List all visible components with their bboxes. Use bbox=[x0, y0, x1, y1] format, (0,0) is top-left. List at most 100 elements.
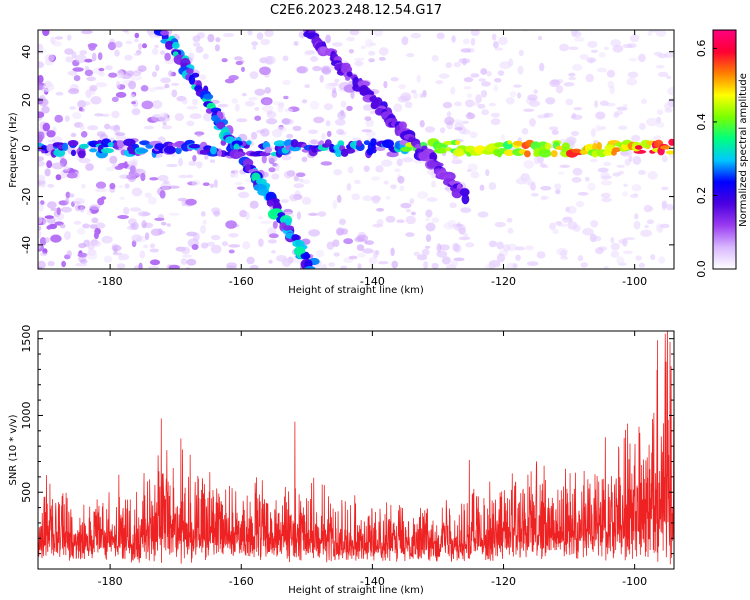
spectrogram-blob bbox=[271, 250, 276, 254]
spectrogram-blob bbox=[499, 61, 512, 70]
spectrogram-blob bbox=[207, 33, 215, 43]
spectrogram-blob bbox=[431, 262, 439, 269]
spectrogram-blob bbox=[286, 133, 294, 139]
spectrogram-blob bbox=[152, 71, 157, 78]
spectrogram-blob bbox=[79, 123, 85, 131]
spectrogram-blob bbox=[143, 244, 149, 249]
spectrogram-blob bbox=[301, 156, 308, 163]
spectrogram-blob bbox=[328, 65, 335, 71]
spectrogram-blob bbox=[268, 155, 278, 163]
spectrogram-blob bbox=[378, 47, 389, 56]
spectrogram-blob bbox=[123, 138, 136, 147]
spectrogram-blob bbox=[47, 184, 55, 188]
spectrogram-blob bbox=[118, 184, 123, 189]
spectrogram-blob bbox=[647, 171, 658, 180]
colorbar: 0.0 0.2 0.4 0.6 Normalized spectral amplitu… bbox=[695, 29, 749, 278]
spectrogram-blob bbox=[226, 262, 238, 269]
spectrogram-blob bbox=[565, 98, 574, 106]
spectrogram-blob bbox=[644, 224, 649, 229]
spectrogram-blob bbox=[160, 50, 166, 55]
spectrogram-blob bbox=[429, 152, 438, 162]
spectrogram-blob bbox=[95, 181, 107, 189]
spectrogram-blob bbox=[378, 261, 389, 265]
spectrogram-blob bbox=[70, 132, 77, 138]
spectrogram-blob bbox=[181, 254, 193, 258]
spectrogram-blob bbox=[534, 156, 539, 165]
spectrogram-blob bbox=[463, 232, 469, 240]
spectrogram-blob bbox=[664, 52, 674, 58]
spectrogram-blob bbox=[538, 35, 542, 41]
spectrogram-blob bbox=[453, 148, 465, 157]
colorbar-label: Normalized spectral amplitude bbox=[738, 73, 749, 227]
spectrogram-blob bbox=[272, 220, 278, 229]
spectrogram-y-axis-label: Frequency (Hz) bbox=[8, 112, 19, 188]
spectrogram-blob bbox=[655, 30, 667, 37]
spectrogram-blob bbox=[312, 65, 322, 72]
spectrogram-blob bbox=[259, 66, 271, 76]
spectrogram-blob bbox=[249, 200, 259, 209]
spectrogram-blob bbox=[44, 215, 54, 219]
spectrogram-blob bbox=[293, 175, 299, 182]
spectrogram-blob bbox=[138, 42, 142, 51]
spectrogram-blob bbox=[162, 121, 167, 126]
spectrogram-blob bbox=[592, 235, 602, 242]
spectrogram-blob bbox=[257, 188, 270, 196]
spectrogram-blob bbox=[283, 170, 293, 179]
spectrogram-blob bbox=[447, 219, 457, 229]
spectrogram-blob bbox=[68, 88, 80, 95]
spectrogram-blob bbox=[570, 30, 579, 36]
spectrogram-blob bbox=[87, 125, 99, 131]
spectrogram-blob bbox=[69, 193, 75, 198]
spectrogram-blob bbox=[79, 259, 88, 264]
spectrogram-blob bbox=[70, 149, 77, 157]
spectrogram-blob bbox=[348, 49, 354, 54]
spectrogram-blob bbox=[268, 167, 276, 173]
spectrogram-blob bbox=[618, 239, 628, 244]
spectrogram-blob bbox=[526, 261, 539, 266]
spectrogram-blob bbox=[124, 54, 133, 61]
spectrogram-blob bbox=[413, 92, 418, 99]
spectrogram-blob bbox=[64, 197, 70, 205]
spectrogram-blob bbox=[598, 52, 606, 58]
spectrogram-blob bbox=[617, 125, 628, 130]
spectrogram-blob bbox=[340, 100, 347, 108]
spectrogram-blob bbox=[133, 52, 141, 57]
spectrogram-blob bbox=[361, 129, 373, 133]
spectrogram-blob bbox=[469, 131, 478, 139]
spectrogram-frame bbox=[37, 29, 675, 270]
spectrogram-blob bbox=[661, 186, 669, 191]
spectrogram-blob bbox=[552, 228, 559, 235]
spectrogram-blob bbox=[42, 122, 50, 132]
spectrogram-blob bbox=[142, 43, 147, 49]
spectrogram-blob bbox=[94, 188, 107, 193]
spectrogram-blob bbox=[517, 92, 522, 99]
spectrogram-blob bbox=[161, 221, 167, 226]
spectrogram-blob bbox=[41, 145, 48, 151]
spectrogram-blob bbox=[264, 87, 272, 94]
spectrogram-blob bbox=[86, 76, 96, 82]
spectrogram-blob bbox=[638, 262, 645, 268]
spectrogram-blob bbox=[77, 252, 88, 258]
spectrogram-blob bbox=[376, 207, 385, 212]
spectrogram-blob bbox=[451, 157, 462, 164]
spectrogram-x-axis-label: Height of straight line (km) bbox=[288, 285, 424, 296]
spectrogram-blob bbox=[301, 99, 308, 104]
y-tick-label: 1500 bbox=[20, 325, 33, 353]
spectrogram-blob bbox=[595, 111, 606, 120]
spectrogram-blob bbox=[256, 32, 264, 40]
spectrogram-blob bbox=[539, 163, 546, 168]
spectrogram-blob bbox=[134, 32, 140, 39]
spectrogram-blob bbox=[624, 158, 631, 166]
spectrogram-blob bbox=[632, 156, 642, 165]
spectrogram-blob bbox=[356, 140, 363, 147]
spectrogram-blob bbox=[276, 126, 287, 133]
spectrogram-blob bbox=[347, 166, 354, 174]
spectrogram-blob bbox=[216, 121, 226, 130]
spectrogram-blob bbox=[241, 66, 245, 72]
spectrogram-blob bbox=[494, 221, 506, 228]
spectrogram-blob bbox=[488, 240, 497, 248]
spectrogram-blob bbox=[46, 225, 52, 230]
spectrogram-blob bbox=[186, 120, 195, 127]
spectrogram-blob bbox=[260, 128, 270, 137]
spectrogram-blob bbox=[575, 200, 585, 208]
